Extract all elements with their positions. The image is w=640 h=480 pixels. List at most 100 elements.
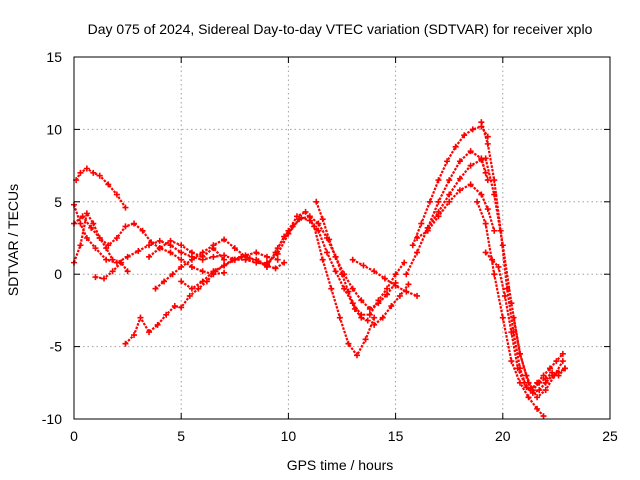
data-point [467,162,474,169]
series-sat-x [510,314,568,394]
data-point [384,291,391,298]
data-point [96,172,103,179]
data-point [478,191,485,198]
data-point [478,119,485,126]
data-point [323,249,330,256]
data-point [345,288,352,295]
data-point [478,156,485,163]
data-point [424,224,431,231]
data-point [274,256,281,263]
data-point [523,372,530,379]
data-point [146,329,153,336]
data-point [274,250,281,257]
series-line [405,150,489,275]
data-point [315,220,322,227]
data-point [319,256,326,263]
data-point [156,237,163,244]
series-group [71,119,568,420]
series-sat-e [92,259,131,282]
x-tick-label: 0 [70,428,78,444]
series-line [373,283,410,326]
data-point [516,350,523,357]
data-point [210,253,217,260]
data-point [555,372,562,379]
data-point [456,158,463,165]
data-point [131,220,138,227]
data-point [92,245,99,252]
series-sat-r [414,181,498,241]
data-point [109,256,116,263]
data-point [122,340,129,347]
data-point [103,245,110,252]
data-point [392,282,399,289]
grid [74,57,610,419]
data-point [534,394,541,401]
data-point [328,285,335,292]
y-tick-label: 10 [46,121,62,137]
data-point [156,245,163,252]
data-point [559,350,566,357]
data-point [274,245,281,252]
data-point [122,204,129,211]
data-point [536,379,543,386]
series-line [148,239,225,261]
data-point [409,242,416,249]
series-sat-o [371,281,412,328]
data-point [341,285,348,292]
data-point [281,259,288,266]
data-point [542,375,549,382]
data-point [221,236,228,243]
data-point [345,340,352,347]
data-point [396,292,403,299]
data-point [124,253,131,260]
data-point [401,259,408,266]
data-point [186,292,193,299]
data-point [339,271,345,278]
data-point [384,285,391,292]
data-point [536,387,543,394]
data-point [137,314,144,321]
data-point [508,329,515,336]
data-point [188,256,195,263]
data-point [482,169,489,176]
data-point [549,369,556,376]
series-line [255,210,376,357]
data-point [484,177,491,184]
data-point [96,235,103,241]
data-point [371,268,378,275]
data-point [435,198,442,205]
data-point [561,365,568,372]
series-line [266,215,397,311]
data-point [315,227,322,234]
data-point [171,303,178,310]
data-point [414,235,421,241]
data-point [178,263,185,270]
data-point [501,292,508,299]
data-point [253,249,260,256]
data-point [163,311,170,318]
data-point [540,413,547,420]
data-point [188,249,195,256]
series-line [180,251,278,290]
data-point [375,300,382,307]
data-point [210,245,217,252]
data-point [508,300,515,307]
data-point [469,126,476,133]
data-point [504,285,511,292]
data-point [148,239,155,246]
data-point [103,256,110,263]
data-point [559,358,566,365]
data-point [77,169,84,176]
series-sat-g [152,236,249,292]
data-point [285,227,292,234]
data-point [435,208,442,215]
x-tick-label: 10 [281,428,297,444]
data-point [101,275,108,282]
data-point [435,177,442,184]
data-point [461,132,468,139]
data-point [272,265,279,272]
series-line [411,125,489,246]
data-point [313,198,320,205]
data-point [351,305,358,312]
